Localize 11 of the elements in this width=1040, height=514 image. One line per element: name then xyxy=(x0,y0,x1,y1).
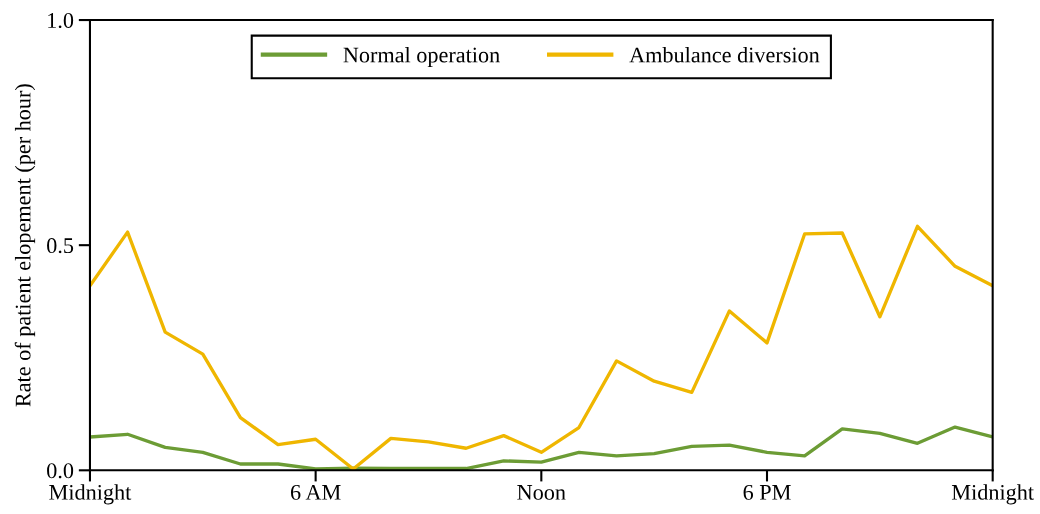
y-tick-label: 0.0 xyxy=(47,463,74,479)
x-tick-label: 6 PM xyxy=(743,484,791,500)
x-tick-label: Midnight xyxy=(951,484,1034,505)
legend-label: Normal operation xyxy=(343,46,500,68)
y-tick-label: 0.5 xyxy=(47,238,74,254)
y-axis-title: Rate of patient elopement (per hour) xyxy=(14,84,36,407)
x-tick-label: Midnight xyxy=(49,484,132,505)
legend-label: Ambulance diversion xyxy=(629,46,820,63)
x-tick-label: Noon xyxy=(517,485,566,500)
y-tick-label: 1.0 xyxy=(48,12,74,29)
x-tick-label: 6 AM xyxy=(290,484,341,500)
